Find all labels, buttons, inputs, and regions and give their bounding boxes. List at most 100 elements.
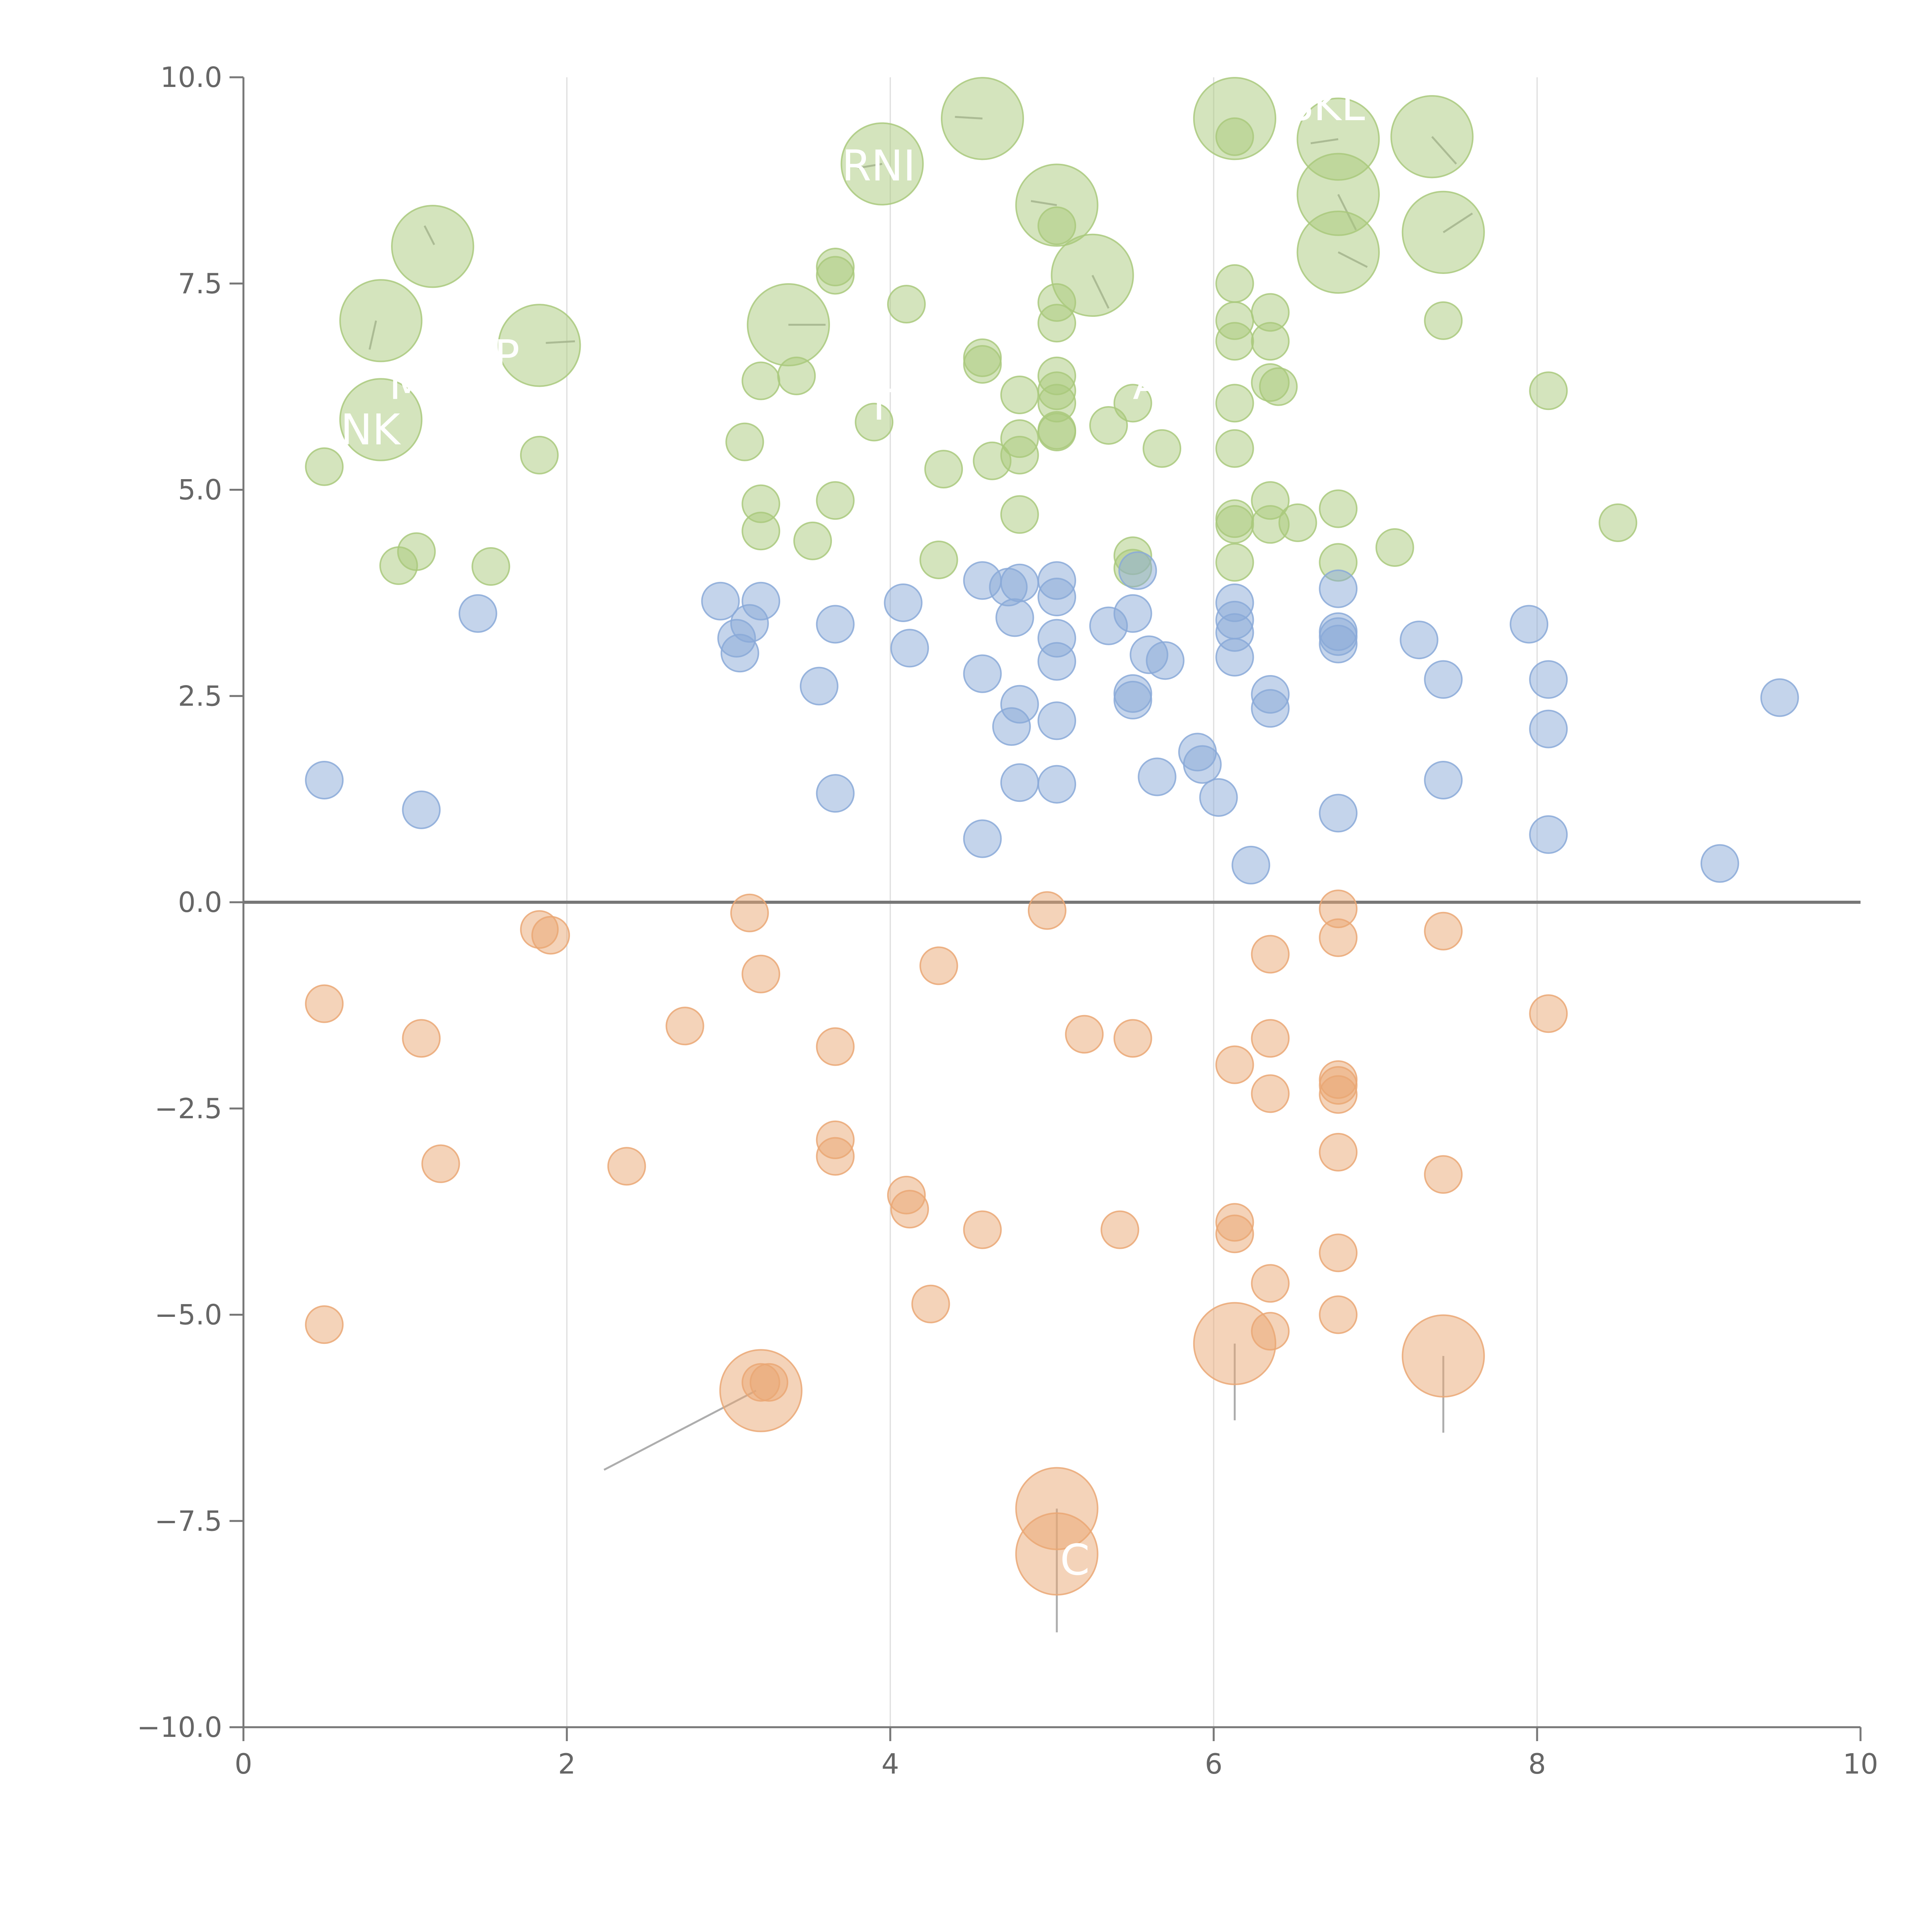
data-point bbox=[855, 403, 894, 442]
y-tick-label: −2.5 bbox=[155, 1092, 222, 1125]
bubble-label: NK bbox=[340, 405, 401, 454]
data-point bbox=[531, 916, 570, 955]
data-point bbox=[1215, 543, 1254, 582]
data-point bbox=[816, 774, 855, 813]
data-point bbox=[1424, 912, 1463, 951]
data-point bbox=[1138, 757, 1177, 796]
data-point bbox=[747, 283, 830, 367]
bubble-label: A bbox=[1133, 360, 1162, 409]
data-point bbox=[665, 1007, 704, 1046]
data-point bbox=[730, 893, 769, 932]
data-point bbox=[1296, 211, 1380, 294]
bubble-label: T bbox=[866, 380, 892, 430]
y-tick-label: 2.5 bbox=[178, 680, 222, 712]
data-point bbox=[919, 540, 958, 579]
x-tick-label: 10 bbox=[1843, 1748, 1878, 1780]
series-0 bbox=[305, 77, 1638, 588]
data-point bbox=[1319, 1295, 1358, 1334]
data-point bbox=[339, 378, 423, 461]
data-point bbox=[1215, 117, 1254, 156]
data-point bbox=[305, 1305, 344, 1344]
data-point bbox=[397, 532, 436, 571]
data-point bbox=[1015, 163, 1099, 247]
data-point bbox=[742, 512, 781, 551]
data-point bbox=[1143, 429, 1182, 468]
data-point bbox=[305, 984, 344, 1023]
series-2 bbox=[305, 889, 1568, 1596]
data-point bbox=[816, 1137, 855, 1176]
data-point bbox=[1319, 1233, 1358, 1272]
series-1 bbox=[305, 551, 1799, 884]
data-point bbox=[887, 285, 926, 324]
data-point bbox=[402, 1019, 441, 1058]
data-point bbox=[1037, 578, 1077, 617]
y-tick-label: −7.5 bbox=[155, 1505, 222, 1537]
data-point bbox=[1118, 551, 1157, 590]
data-point bbox=[1113, 1019, 1152, 1058]
data-point bbox=[1000, 495, 1039, 534]
data-point bbox=[1037, 304, 1077, 343]
data-point bbox=[940, 77, 1024, 160]
data-point bbox=[1000, 375, 1039, 414]
data-point bbox=[884, 583, 923, 622]
data-point bbox=[1215, 505, 1254, 544]
data-point bbox=[471, 547, 510, 586]
data-point bbox=[742, 582, 781, 621]
data-point bbox=[1319, 1075, 1358, 1114]
data-point bbox=[339, 279, 423, 362]
data-point bbox=[1089, 406, 1128, 445]
data-point bbox=[458, 594, 497, 633]
data-point bbox=[1037, 642, 1077, 681]
y-tick-label: 7.5 bbox=[178, 267, 222, 300]
data-point bbox=[816, 256, 855, 295]
data-point bbox=[1037, 206, 1077, 245]
data-point bbox=[1760, 678, 1799, 717]
bubble-label: SKL bbox=[1286, 81, 1365, 130]
data-point bbox=[1215, 264, 1254, 303]
data-point bbox=[840, 122, 924, 206]
data-point bbox=[1319, 569, 1358, 608]
data-point bbox=[793, 521, 832, 560]
data-point bbox=[890, 1190, 929, 1229]
data-point bbox=[305, 447, 344, 486]
bubble-labels: SKL RNI NKM P T A C bbox=[340, 81, 1365, 1585]
data-point bbox=[963, 819, 1002, 858]
data-point bbox=[1027, 891, 1066, 930]
data-point bbox=[816, 1027, 855, 1066]
data-point bbox=[1251, 1074, 1290, 1113]
data-point bbox=[1375, 528, 1414, 567]
data-point bbox=[1400, 621, 1439, 660]
x-tick-label: 6 bbox=[1205, 1748, 1223, 1780]
bubble-label: P bbox=[494, 331, 520, 380]
data-point bbox=[1215, 1045, 1254, 1084]
data-point bbox=[1113, 384, 1152, 423]
axes: 0 2 4 6 8 10 −10.0 −7.5 −5.0 −2.5 0.0 2.5 5.0 7.5 10.0 bbox=[137, 61, 1878, 1780]
x-tick-label: 4 bbox=[881, 1748, 899, 1780]
data-point bbox=[963, 654, 1002, 693]
data-point bbox=[1529, 660, 1568, 699]
data-point bbox=[498, 304, 581, 387]
data-point bbox=[1215, 638, 1254, 677]
data-point bbox=[1424, 1155, 1463, 1194]
data-point bbox=[742, 361, 781, 400]
data-point bbox=[1319, 1133, 1358, 1172]
data-point bbox=[1215, 322, 1254, 361]
data-point bbox=[391, 205, 474, 288]
data-point bbox=[305, 761, 344, 800]
data-point bbox=[1000, 563, 1039, 602]
data-point bbox=[1000, 435, 1039, 474]
data-point bbox=[1251, 1019, 1290, 1058]
y-tick-label: 0.0 bbox=[178, 886, 222, 918]
data-point bbox=[816, 481, 855, 520]
data-point bbox=[1000, 685, 1039, 724]
data-point bbox=[995, 598, 1034, 637]
bubble-label: C bbox=[1060, 1535, 1090, 1585]
data-point bbox=[1424, 761, 1463, 800]
data-point bbox=[725, 422, 764, 461]
data-point bbox=[1100, 1210, 1139, 1249]
data-point bbox=[963, 345, 1002, 384]
data-point bbox=[742, 954, 781, 993]
data-point bbox=[1401, 1314, 1485, 1398]
data-point bbox=[1251, 322, 1290, 361]
